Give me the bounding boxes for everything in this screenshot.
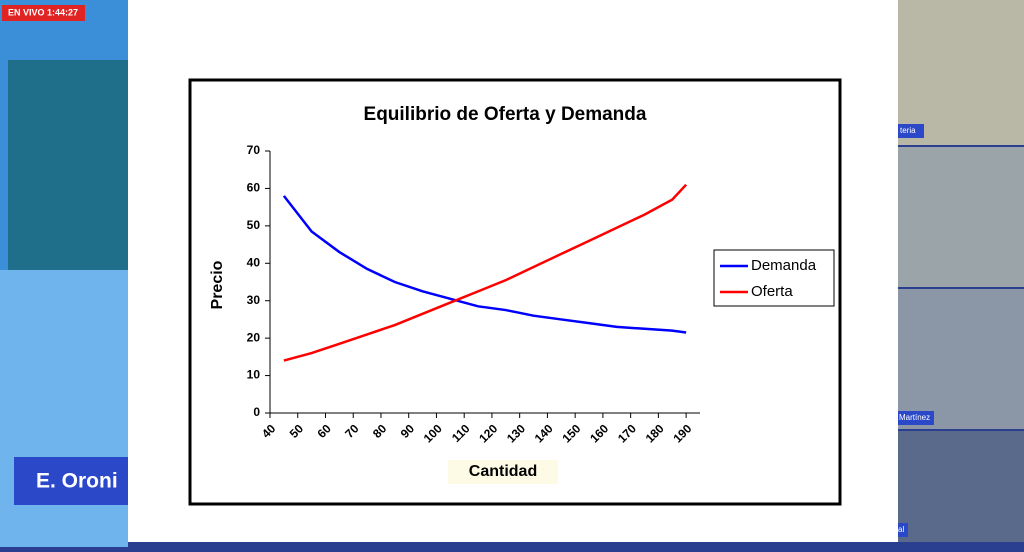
y-tick-label: 30	[247, 293, 261, 307]
participant-name: al	[898, 525, 904, 534]
participant-video	[898, 431, 1024, 542]
live-badge-bg	[2, 5, 85, 21]
y-tick-label: 20	[247, 330, 261, 344]
y-tick-label: 10	[247, 368, 261, 382]
participant-name: Martínez	[899, 413, 930, 422]
book-cover	[8, 60, 128, 270]
chart-title: Equilibrio de Oferta y Demanda	[364, 104, 647, 125]
y-axis-label: Precio	[209, 260, 226, 309]
participant-tag	[898, 523, 908, 537]
name-plate	[14, 457, 128, 505]
participant-name: teria	[900, 126, 916, 135]
participant-video	[898, 147, 1024, 287]
y-tick-label: 60	[247, 181, 261, 195]
y-tick-label: 50	[247, 218, 261, 232]
presenter-wall	[0, 270, 128, 547]
participant-video	[898, 289, 1024, 429]
participant-video	[898, 0, 1024, 145]
presenter-name: E. Oroni	[36, 470, 118, 493]
x-label-bg	[448, 460, 558, 484]
series-line	[283, 183, 688, 362]
y-tick-label: 40	[247, 255, 261, 269]
participant-tag	[898, 124, 924, 138]
y-tick-label: 0	[253, 405, 260, 419]
legend-label: Oferta	[751, 283, 793, 300]
legend	[713, 249, 835, 307]
live-badge: EN VIVO 1:44:27	[8, 7, 78, 17]
x-axis-label: Cantidad	[469, 463, 537, 480]
series-line	[282, 195, 687, 334]
chart: Equilibrio de Oferta y Demanda Cantidad …	[209, 104, 835, 484]
legend-label: Demanda	[751, 257, 817, 274]
y-tick-label: 70	[247, 143, 261, 157]
participant-tag	[898, 411, 934, 425]
